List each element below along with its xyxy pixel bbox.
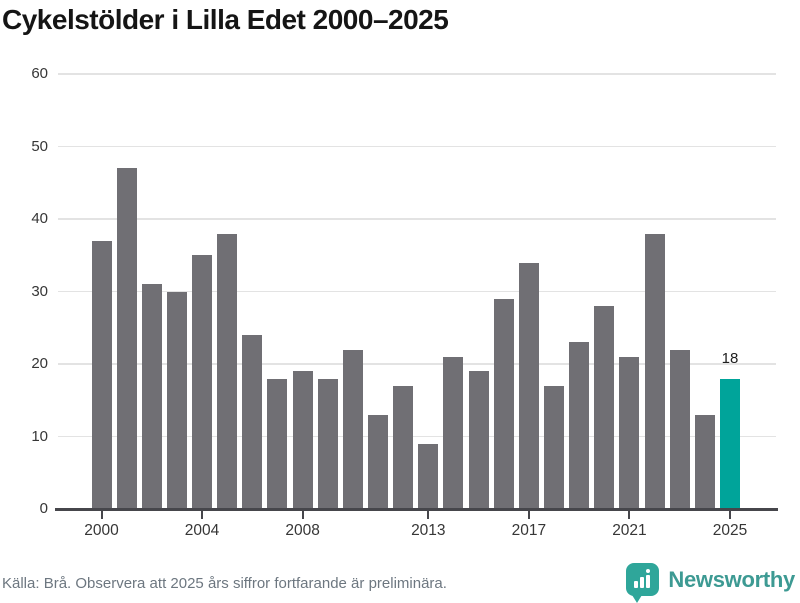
bar-2005 xyxy=(217,233,238,509)
chart-title: Cykelstölder i Lilla Edet 2000–2025 xyxy=(2,4,449,35)
x-axis-label-2021: 2021 xyxy=(612,522,647,539)
bar-2023 xyxy=(669,349,690,509)
y-axis-label-0: 0 xyxy=(39,500,48,517)
y-axis-label-50: 50 xyxy=(31,137,48,155)
gridline-10 xyxy=(58,435,776,438)
bar-2022 xyxy=(644,233,665,509)
bar-value-label: 18 xyxy=(721,349,739,367)
gridline-60 xyxy=(58,73,776,75)
gridline-50 xyxy=(58,145,776,148)
bar-2006 xyxy=(242,335,263,509)
x-axis-tick-2004 xyxy=(201,510,204,519)
bar-2003 xyxy=(166,291,187,509)
x-axis-label-2008: 2008 xyxy=(285,522,320,539)
x-axis-tick-2021 xyxy=(628,510,631,519)
bar-2011 xyxy=(368,414,389,509)
bar-2024 xyxy=(694,414,715,509)
brand-name: Newsworthy xyxy=(668,566,795,592)
bar-2017 xyxy=(518,262,539,509)
bar-2007 xyxy=(267,378,288,509)
bar-2014 xyxy=(443,356,464,509)
x-axis-line xyxy=(55,508,778,511)
bar-2013 xyxy=(418,443,439,509)
bar-2012 xyxy=(393,385,414,509)
bar-2010 xyxy=(342,349,363,509)
bar-2001 xyxy=(116,168,137,509)
newsworthy-brand: Newsworthy xyxy=(626,563,795,603)
bar-2015 xyxy=(468,371,489,509)
bar-2000 xyxy=(91,240,112,509)
source-note: Källa: Brå. Observera att 2025 års siffr… xyxy=(2,575,447,592)
bar-2016 xyxy=(493,298,514,509)
bar-2025 xyxy=(720,378,740,509)
bar-2002 xyxy=(141,284,162,509)
bar-2004 xyxy=(192,255,213,509)
bar-2021 xyxy=(619,356,640,509)
bar-chart-speech-bubble-icon xyxy=(626,563,660,603)
gridline-20 xyxy=(58,363,776,365)
y-axis-label-40: 40 xyxy=(31,210,48,227)
bar-2018 xyxy=(544,385,565,509)
x-axis-label-2000: 2000 xyxy=(84,522,119,539)
x-axis-tick-2013 xyxy=(427,510,430,519)
gridline-40 xyxy=(58,218,776,220)
bar-2019 xyxy=(569,342,590,509)
x-axis-tick-2025 xyxy=(729,510,731,519)
bar-2008 xyxy=(292,371,313,509)
x-axis-label-2017: 2017 xyxy=(511,522,547,539)
y-axis-label-10: 10 xyxy=(31,427,48,445)
bar-2009 xyxy=(317,378,338,509)
x-axis-tick-2000 xyxy=(100,510,103,519)
y-axis-label-30: 30 xyxy=(31,282,48,300)
x-axis-label-2004: 2004 xyxy=(184,522,220,539)
x-axis-tick-2017 xyxy=(527,510,530,519)
bar-2020 xyxy=(594,306,615,509)
x-axis-label-2025: 2025 xyxy=(712,522,748,539)
y-axis-label-60: 60 xyxy=(31,65,48,82)
x-axis-label-2013: 2013 xyxy=(411,522,446,539)
x-axis-tick-2008 xyxy=(301,510,304,519)
y-axis-label-20: 20 xyxy=(31,355,48,372)
gridline-30 xyxy=(58,290,776,293)
